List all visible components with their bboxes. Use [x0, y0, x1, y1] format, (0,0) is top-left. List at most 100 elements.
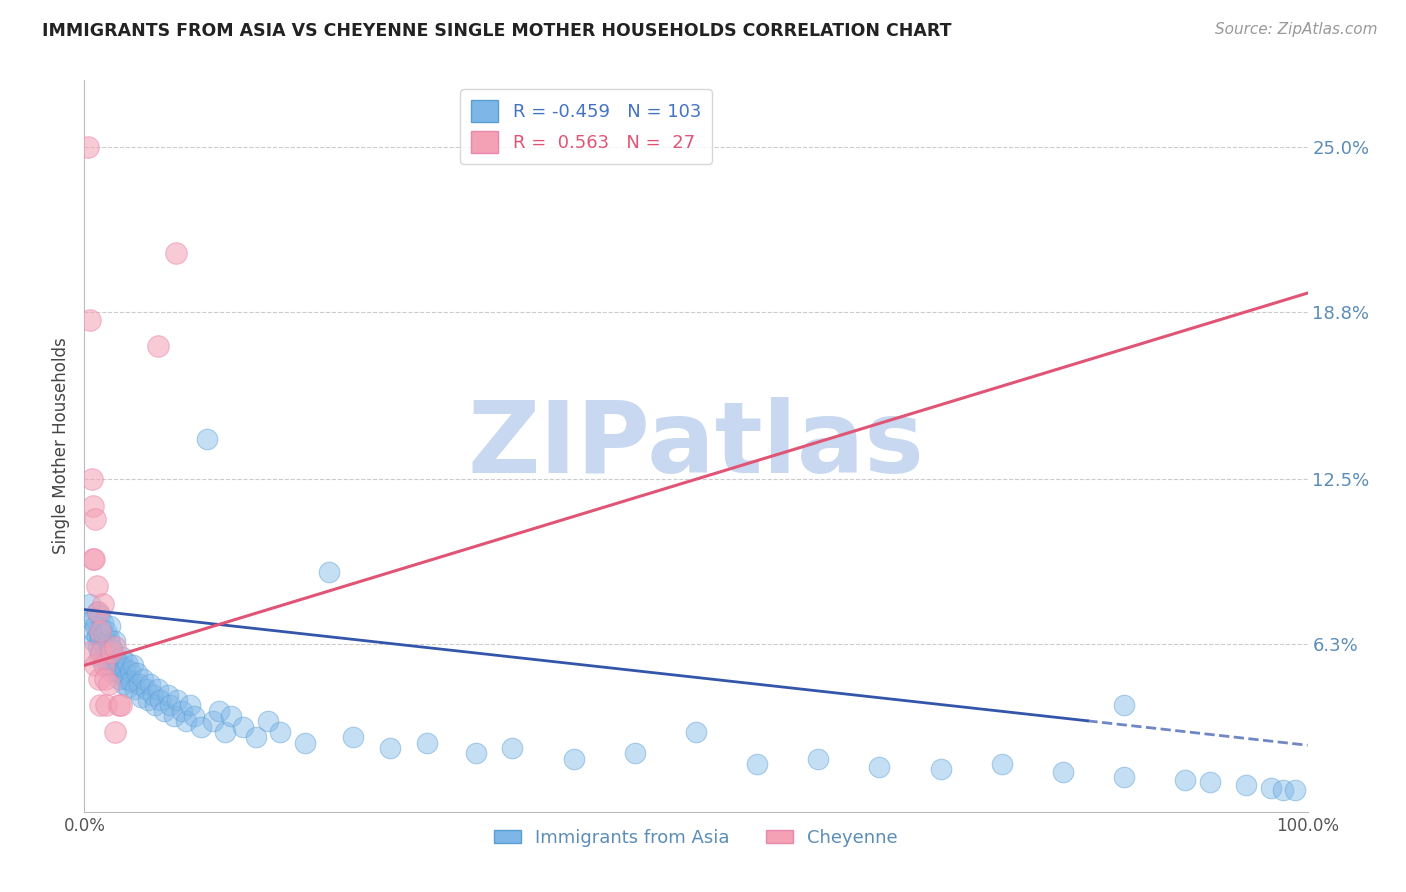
- Point: [195, 433, 218, 447]
- Point: [87, 672, 110, 686]
- Point: [1260, 780, 1282, 795]
- Point: [1198, 775, 1220, 789]
- Point: [172, 704, 194, 718]
- Point: [82, 624, 104, 638]
- Point: [128, 677, 150, 691]
- Point: [464, 746, 486, 760]
- Point: [183, 709, 205, 723]
- Point: [87, 626, 110, 640]
- Point: [83, 634, 105, 648]
- Point: [86, 605, 108, 619]
- Point: [100, 664, 122, 678]
- Point: [159, 698, 181, 713]
- Point: [94, 672, 117, 686]
- Point: [380, 740, 402, 755]
- Point: [96, 645, 118, 659]
- Point: [104, 640, 127, 654]
- Point: [1114, 698, 1136, 713]
- Point: [156, 688, 179, 702]
- Point: [112, 677, 135, 691]
- Point: [83, 610, 105, 624]
- Point: [111, 650, 134, 665]
- Point: [97, 653, 120, 667]
- Point: [115, 656, 138, 670]
- Point: [1284, 783, 1306, 797]
- Point: [107, 698, 129, 713]
- Point: [269, 725, 291, 739]
- Point: [124, 682, 146, 697]
- Point: [83, 552, 105, 566]
- Point: [294, 735, 316, 749]
- Point: [342, 731, 364, 745]
- Point: [190, 720, 212, 734]
- Point: [105, 664, 128, 678]
- Point: [97, 632, 120, 646]
- Point: [84, 618, 107, 632]
- Point: [91, 637, 114, 651]
- Point: [318, 566, 340, 580]
- Point: [142, 688, 165, 702]
- Point: [807, 751, 830, 765]
- Point: [232, 720, 254, 734]
- Point: [1114, 770, 1136, 784]
- Point: [114, 661, 136, 675]
- Point: [93, 650, 115, 665]
- Legend: Immigrants from Asia, Cheyenne: Immigrants from Asia, Cheyenne: [486, 822, 905, 854]
- Point: [117, 680, 139, 694]
- Point: [120, 674, 142, 689]
- Point: [89, 607, 111, 622]
- Point: [219, 709, 242, 723]
- Point: [1272, 783, 1295, 797]
- Point: [146, 682, 169, 697]
- Point: [747, 756, 769, 771]
- Point: [84, 512, 107, 526]
- Point: [98, 637, 121, 651]
- Point: [257, 714, 280, 729]
- Point: [201, 714, 224, 729]
- Point: [79, 312, 101, 326]
- Point: [86, 579, 108, 593]
- Point: [90, 621, 112, 635]
- Point: [129, 690, 152, 705]
- Text: ZIPatlas: ZIPatlas: [468, 398, 924, 494]
- Point: [929, 762, 952, 776]
- Point: [125, 666, 148, 681]
- Point: [1052, 764, 1074, 779]
- Point: [96, 624, 118, 638]
- Point: [82, 499, 104, 513]
- Point: [135, 682, 157, 697]
- Point: [94, 640, 117, 654]
- Point: [245, 731, 267, 745]
- Point: [166, 693, 188, 707]
- Point: [136, 693, 159, 707]
- Point: [122, 658, 145, 673]
- Point: [143, 698, 166, 713]
- Point: [1236, 778, 1258, 792]
- Point: [146, 339, 169, 353]
- Point: [87, 640, 110, 654]
- Point: [163, 709, 186, 723]
- Point: [108, 658, 131, 673]
- Point: [100, 645, 122, 659]
- Point: [132, 672, 155, 686]
- Point: [165, 246, 187, 260]
- Point: [79, 597, 101, 611]
- Point: [110, 666, 132, 681]
- Point: [208, 704, 231, 718]
- Point: [91, 597, 114, 611]
- Point: [179, 698, 201, 713]
- Point: [502, 740, 524, 755]
- Point: [80, 613, 103, 627]
- Point: [87, 605, 110, 619]
- Point: [104, 725, 127, 739]
- Point: [105, 653, 128, 667]
- Point: [80, 472, 103, 486]
- Point: [91, 615, 114, 630]
- Point: [97, 677, 120, 691]
- Point: [562, 751, 585, 765]
- Point: [93, 658, 115, 673]
- Point: [89, 698, 111, 713]
- Point: [103, 658, 125, 673]
- Point: [98, 618, 121, 632]
- Point: [96, 698, 118, 713]
